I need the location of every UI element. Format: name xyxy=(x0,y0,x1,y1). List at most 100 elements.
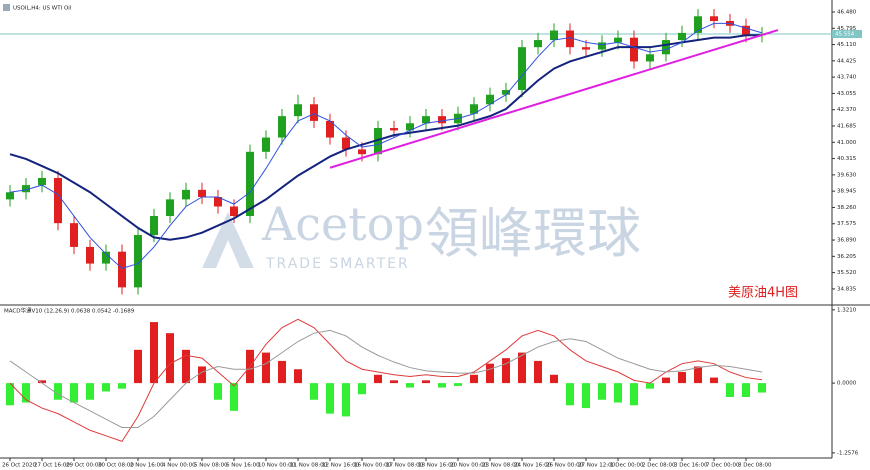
histogram-bar xyxy=(310,383,318,400)
y-tick-label: 38.260 xyxy=(837,205,857,211)
x-tick-label: 8 Dec 08:00 xyxy=(738,463,772,469)
histogram-bar xyxy=(406,383,414,388)
indicator-line xyxy=(9,34,762,241)
histogram-bar xyxy=(374,374,382,384)
histogram-bar xyxy=(86,383,94,400)
candle-body xyxy=(38,177,46,186)
candle-body xyxy=(6,192,14,200)
histogram-bar xyxy=(118,383,126,389)
x-tick-label: 24 Nov 16:00 xyxy=(514,463,552,469)
histogram-bar xyxy=(182,349,190,384)
histogram-bar xyxy=(198,366,206,384)
y-tick-label: 41.000 xyxy=(837,140,857,146)
candle-body xyxy=(662,40,670,55)
trendline xyxy=(329,29,779,169)
x-tick-label: 20 Nov 00:00 xyxy=(450,463,488,469)
candle-body xyxy=(214,196,222,207)
candle-body xyxy=(486,94,494,105)
histogram-bar xyxy=(390,380,398,384)
y-tick-label: 37.575 xyxy=(837,221,857,227)
histogram-bar xyxy=(230,383,238,411)
y-tick-label: 42.370 xyxy=(837,107,857,113)
y-tick-label: -1.2576 xyxy=(837,450,859,456)
x-tick-label: 17 Nov 08:00 xyxy=(386,463,424,469)
candle-body xyxy=(470,104,478,114)
candle-body xyxy=(598,42,606,50)
histogram-bar xyxy=(150,322,158,384)
x-tick-label: 2 Dec 08:00 xyxy=(642,463,676,469)
histogram-bar xyxy=(614,383,622,403)
candle-body xyxy=(534,40,542,48)
candle-body xyxy=(246,151,254,217)
histogram-bar xyxy=(422,380,430,384)
histogram-bar xyxy=(438,383,446,388)
y-tick-label: 44.425 xyxy=(837,58,857,64)
candle-body xyxy=(502,89,510,95)
candle-body xyxy=(342,137,350,150)
x-tick-label: 26 Oct 2020 xyxy=(2,463,37,469)
histogram-bar xyxy=(454,383,462,386)
histogram-bar xyxy=(742,383,750,397)
candle-body xyxy=(278,116,286,138)
candle-body xyxy=(710,16,718,22)
indicator-line xyxy=(9,329,763,428)
x-tick-label: 2 Nov 16:00 xyxy=(130,463,164,469)
histogram-bar xyxy=(566,383,574,406)
y-tick-label: 43.740 xyxy=(837,75,857,81)
candle-body xyxy=(310,104,318,121)
candle-body xyxy=(630,37,638,62)
histogram-bar xyxy=(326,383,334,414)
histogram-bar xyxy=(598,383,606,400)
histogram-bar xyxy=(214,383,222,400)
annotation: 美原油4H图 xyxy=(728,286,798,301)
candle-body xyxy=(230,206,238,217)
histogram-bar xyxy=(358,383,366,395)
candle-body xyxy=(646,54,654,62)
candle-body xyxy=(358,149,366,155)
candle-body xyxy=(294,104,302,117)
candle-body xyxy=(102,251,110,264)
candle-body xyxy=(262,137,270,152)
candle-body xyxy=(518,47,526,90)
candle-body xyxy=(182,189,190,200)
y-tick-label: 40.315 xyxy=(837,156,857,162)
histogram-bar xyxy=(38,380,46,384)
x-tick-label: 30 Oct 08:00 xyxy=(98,463,134,469)
x-tick-label: 5 Nov 08:00 xyxy=(194,463,228,469)
histogram-bar xyxy=(6,383,14,406)
y-tick-label: 41.685 xyxy=(837,124,857,130)
histogram-bar xyxy=(70,383,78,403)
candle-body xyxy=(390,128,398,131)
candle-body xyxy=(118,251,126,288)
histogram-bar xyxy=(758,383,766,393)
x-tick-label: 18 Nov 16:00 xyxy=(418,463,456,469)
candle-body xyxy=(22,185,30,193)
histogram-bar xyxy=(518,352,526,384)
indicator-line xyxy=(9,22,763,269)
price-label: 45.554 xyxy=(835,32,855,38)
x-tick-label: 27 Nov 12:00 xyxy=(578,463,616,469)
y-tick-label: 45.795 xyxy=(837,26,857,32)
candle-body xyxy=(694,16,702,33)
histogram-bar xyxy=(630,383,638,406)
x-tick-label: 10 Nov 00:00 xyxy=(258,463,296,469)
candle-body xyxy=(550,30,558,41)
y-tick-label: 1.3210 xyxy=(837,307,857,313)
histogram-bar xyxy=(294,369,302,384)
candle-body xyxy=(438,116,446,124)
watermark: Acetop 領峰環球 TRADE SMARTER xyxy=(202,197,641,272)
watermark-logo xyxy=(202,212,254,268)
y-tick-label: 36.205 xyxy=(837,254,857,260)
candle-body xyxy=(198,189,206,197)
candle-body xyxy=(678,32,686,41)
candle-body xyxy=(582,47,590,50)
candle-body xyxy=(406,123,414,131)
candle-body xyxy=(374,128,382,155)
watermark-brand: Acetop xyxy=(261,197,424,251)
symbol-icon xyxy=(3,4,10,11)
candle-body xyxy=(326,120,334,138)
histogram-bar xyxy=(694,366,702,384)
histogram-bar xyxy=(278,360,286,384)
watermark-chinese: 領峰環球 xyxy=(425,202,641,265)
